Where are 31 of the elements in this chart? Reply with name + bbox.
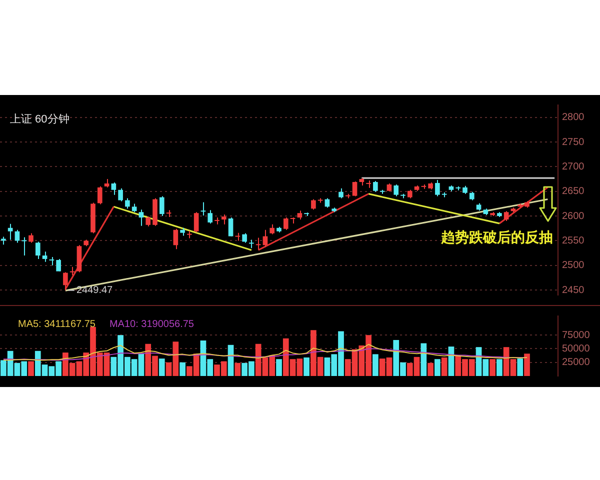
y-tick-label: 50000 (562, 343, 590, 354)
bar (180, 362, 186, 376)
y-tick-label: 2500 (562, 260, 585, 272)
bar (276, 359, 282, 376)
bar (434, 359, 440, 376)
bar (496, 359, 502, 376)
bar (524, 354, 530, 376)
text: MA10: 3190056.75 (109, 318, 194, 330)
bar (304, 357, 310, 376)
y-tick-label: 25000 (562, 357, 590, 368)
y-tick-label: 2700 (562, 161, 585, 172)
text: 上证 60分钟 (10, 112, 70, 126)
bar (372, 354, 378, 376)
bar (234, 362, 241, 376)
annotation: 2449.47 (76, 285, 114, 296)
y-tick-label: 2800 (562, 112, 585, 124)
annotation: 趋势跌破后的反抽 (440, 228, 553, 245)
bar (158, 358, 165, 376)
y-tick-label: 2600 (562, 210, 585, 222)
y-tick-label: 2750 (562, 136, 585, 148)
text: MA5: 3411167.75 (18, 318, 96, 330)
bar (428, 362, 434, 376)
bar (441, 357, 448, 376)
bar (517, 358, 524, 376)
y-tick-label: 2550 (562, 235, 585, 246)
y-tick-label: 75000 (562, 330, 590, 341)
bar (490, 359, 496, 376)
bar (420, 343, 427, 376)
y-tick-label: 2450 (562, 284, 585, 296)
y-tick-label: 2650 (562, 186, 585, 198)
bar (28, 361, 34, 376)
